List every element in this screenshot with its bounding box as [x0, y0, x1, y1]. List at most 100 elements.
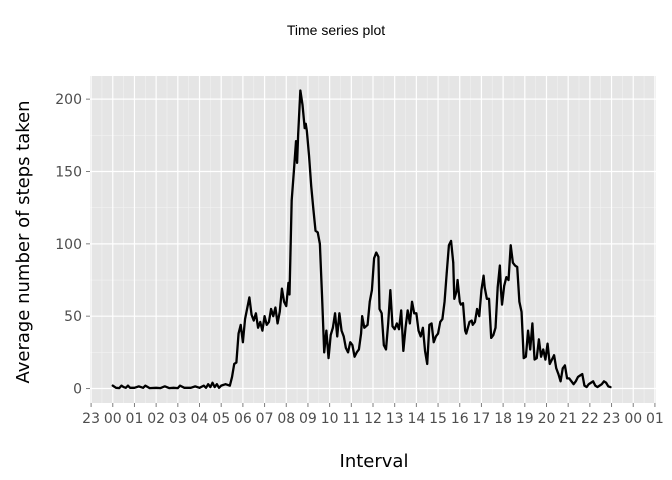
data-point	[452, 261, 455, 264]
data-point	[494, 326, 497, 329]
data-point	[459, 303, 462, 306]
data-point	[285, 305, 288, 307]
data-point	[228, 384, 231, 387]
data-point	[211, 381, 214, 384]
data-point	[585, 386, 588, 388]
data-point	[531, 322, 534, 325]
x-tick-label: 01	[646, 411, 664, 427]
x-tick-label: 16	[451, 411, 469, 427]
x-tick-label: 01	[126, 411, 144, 427]
data-point	[476, 308, 478, 310]
data-point	[572, 383, 575, 386]
data-point	[587, 383, 590, 386]
data-point	[596, 386, 599, 388]
data-point	[202, 384, 205, 387]
data-point	[594, 384, 597, 387]
data-point	[455, 290, 458, 293]
data-point	[474, 321, 476, 323]
data-point	[480, 289, 483, 292]
data-point	[404, 326, 407, 329]
data-point	[278, 310, 281, 313]
data-point	[323, 351, 326, 354]
data-point	[400, 309, 403, 312]
data-point	[137, 385, 140, 388]
data-point	[478, 315, 481, 318]
data-point	[498, 264, 501, 267]
data-point	[360, 332, 362, 335]
data-point	[387, 322, 390, 325]
data-point	[355, 351, 358, 354]
x-tick-label: 18	[494, 411, 512, 427]
x-tick-label: 19	[516, 411, 534, 427]
data-point	[281, 287, 283, 290]
y-tick-label: 200	[55, 92, 82, 108]
data-point	[155, 386, 158, 389]
data-point	[598, 384, 601, 387]
data-point	[540, 355, 542, 358]
data-point	[244, 318, 246, 320]
data-point	[144, 384, 147, 387]
x-tick-label: 20	[538, 411, 556, 427]
data-point	[340, 329, 343, 332]
data-point	[378, 308, 381, 310]
data-point	[290, 199, 293, 202]
data-point	[163, 385, 166, 388]
y-tick-label: 150	[55, 164, 82, 180]
data-point	[468, 321, 471, 323]
x-tick-label: 04	[191, 411, 209, 427]
data-point	[257, 326, 259, 329]
data-point	[496, 286, 499, 289]
x-tick-label: 23	[603, 411, 621, 427]
data-point	[511, 261, 514, 264]
data-point	[233, 363, 236, 365]
data-point	[566, 377, 568, 380]
data-point	[331, 326, 334, 329]
x-tick-label: 10	[321, 411, 339, 427]
data-point	[516, 266, 519, 268]
data-point	[220, 384, 223, 387]
data-point	[542, 348, 545, 351]
data-point	[305, 130, 308, 132]
data-point	[518, 300, 521, 303]
data-point	[276, 322, 279, 325]
data-point	[419, 335, 422, 338]
data-point	[259, 321, 262, 323]
data-point	[183, 386, 186, 389]
data-point	[492, 334, 495, 336]
data-point	[224, 383, 227, 386]
data-point	[268, 321, 270, 323]
data-point	[505, 276, 508, 279]
data-point	[363, 326, 366, 329]
data-point	[316, 231, 319, 234]
data-point	[432, 341, 435, 344]
data-point	[514, 264, 516, 267]
data-point	[366, 323, 369, 326]
data-point	[564, 364, 566, 367]
data-point	[428, 323, 431, 326]
data-point	[198, 386, 201, 389]
data-point	[579, 374, 581, 377]
data-point	[507, 279, 510, 281]
data-point	[118, 387, 121, 389]
data-point	[462, 302, 464, 305]
data-point	[441, 318, 444, 320]
data-point	[325, 329, 328, 332]
data-point	[265, 323, 268, 326]
data-point	[559, 380, 562, 383]
x-tick-label: 07	[256, 411, 274, 427]
data-point	[577, 376, 579, 378]
data-point	[329, 334, 332, 336]
data-point	[398, 328, 400, 331]
x-tick-label: 02	[147, 411, 165, 427]
x-tick-label: 12	[364, 411, 382, 427]
data-point	[338, 312, 341, 315]
data-point	[373, 257, 375, 260]
data-point	[252, 319, 255, 322]
x-tick-label: 09	[299, 411, 317, 427]
data-point	[308, 154, 310, 157]
data-point	[168, 387, 171, 389]
data-point	[527, 329, 529, 332]
x-tick-label: 06	[234, 411, 252, 427]
data-point	[408, 322, 411, 325]
